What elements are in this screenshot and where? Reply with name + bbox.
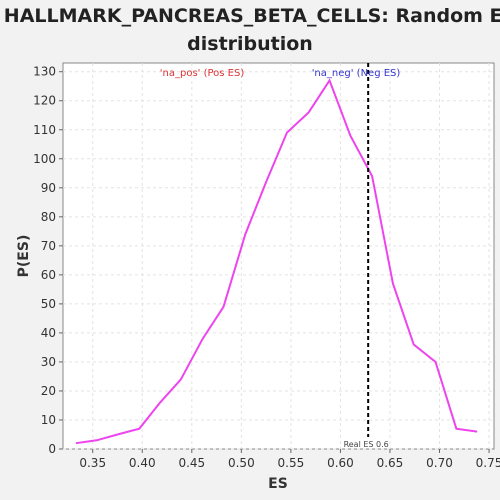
chart-title-line1: HALLMARK_PANCREAS_BETA_CELLS: Random ES (4, 5, 500, 27)
x-tick-label: 0.70 (426, 456, 453, 470)
y-tick-label: 60 (41, 268, 56, 282)
x-tick-label: 0.45 (178, 456, 205, 470)
x-tick-label: 0.60 (327, 456, 354, 470)
x-tick-label: 0.50 (228, 456, 255, 470)
chart-title-line2: distribution (187, 33, 313, 55)
x-tick-label: 0.55 (278, 456, 305, 470)
es-distribution-line (75, 78, 478, 445)
x-axis-ticks: 0.35 0.40 0.45 0.50 0.55 0.60 0.65 0.70 0.75 (79, 449, 500, 470)
y-tick-label: 80 (41, 210, 56, 224)
x-tick-label: 0.75 (476, 456, 500, 470)
y-tick-label: 40 (41, 326, 56, 340)
grid-lines (63, 63, 494, 450)
y-tick-label: 20 (41, 384, 56, 398)
y-tick-label: 130 (33, 65, 56, 79)
real-es-label: Real ES 0.6 (344, 440, 389, 449)
x-axis-title: ES (268, 476, 288, 492)
plot-area (62, 62, 495, 450)
x-tick-label: 0.40 (129, 456, 156, 470)
x-tick-label: 0.35 (79, 456, 106, 470)
y-tick-label: 50 (41, 297, 56, 311)
y-tick-label: 0 (48, 442, 56, 456)
y-axis-ticks: 0 10 20 30 40 50 60 70 80 90 100 110 120 130 (33, 65, 63, 456)
y-tick-label: 90 (41, 181, 56, 195)
y-tick-label: 100 (33, 152, 56, 166)
y-tick-label: 10 (41, 413, 56, 427)
y-tick-label: 110 (33, 123, 56, 137)
y-tick-label: 30 (41, 355, 56, 369)
y-axis-title: P(ES) (16, 235, 32, 278)
pos-es-annotation: 'na_pos' (Pos ES) (160, 68, 245, 79)
y-tick-label: 120 (33, 94, 56, 108)
y-tick-label: 70 (41, 239, 56, 253)
x-tick-label: 0.65 (377, 456, 404, 470)
neg-es-annotation: 'na_neg' (Neg ES) (312, 68, 401, 79)
